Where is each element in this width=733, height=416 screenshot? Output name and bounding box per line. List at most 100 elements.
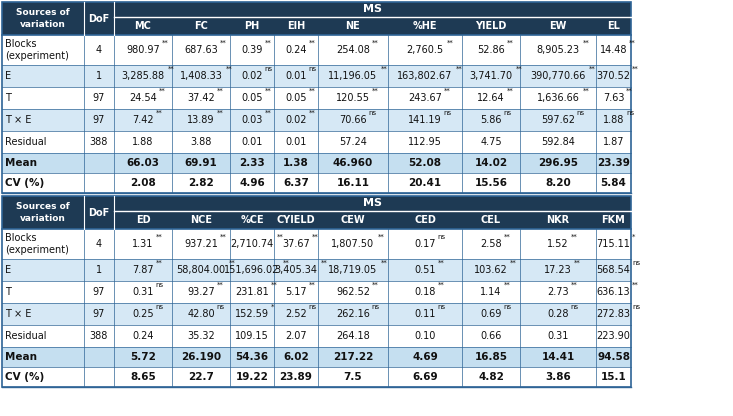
Text: 4.96: 4.96 [239,178,265,188]
Text: 57.24: 57.24 [339,137,367,147]
Text: **: ** [504,282,510,288]
Bar [2,2,631,35]
Text: Sources of
variation: Sources of variation [16,203,70,223]
Text: 97: 97 [93,309,106,319]
Text: 262.16: 262.16 [336,309,370,319]
Text: 69.91: 69.91 [185,158,218,168]
Text: 3,285.88: 3,285.88 [122,71,165,81]
Text: CYIELD: CYIELD [276,215,315,225]
Text: **: ** [504,234,510,240]
Text: 597.62: 597.62 [541,115,575,125]
Text: 962.52: 962.52 [336,287,370,297]
Bar [2,367,631,387]
Text: **: ** [265,110,271,116]
Text: **: ** [570,234,577,240]
Text: 687.63: 687.63 [184,45,218,55]
Text: 52.86: 52.86 [477,45,505,55]
Text: 16.85: 16.85 [474,352,507,362]
Text: **: ** [226,66,232,72]
Text: 592.84: 592.84 [541,137,575,147]
Text: 8,905.23: 8,905.23 [537,45,580,55]
Bar [2,281,631,303]
Text: 3.88: 3.88 [191,137,212,147]
Text: **: ** [155,234,162,240]
Text: **: ** [158,88,166,94]
Bar [2,2,631,193]
Text: 1.52: 1.52 [548,239,569,249]
Text: ns: ns [626,110,634,116]
Text: 2.73: 2.73 [548,287,569,297]
Text: 66.03: 66.03 [127,158,160,168]
Text: 1.88: 1.88 [133,137,154,147]
Text: **: ** [155,110,162,116]
Text: 0.69: 0.69 [480,309,501,319]
Text: T: T [5,93,11,103]
Text: 1.87: 1.87 [603,137,625,147]
Text: CED: CED [414,215,436,225]
Text: 5.84: 5.84 [600,178,627,188]
Text: 4: 4 [96,45,102,55]
Text: ns: ns [504,110,512,116]
Text: 23.89: 23.89 [279,372,312,382]
Text: 93.27: 93.27 [187,287,215,297]
Text: CEL: CEL [481,215,501,225]
Text: **: ** [283,260,290,266]
Text: 0.24: 0.24 [132,331,154,341]
Text: **: ** [507,40,513,46]
Text: FC: FC [194,21,208,31]
Text: 1,408.33: 1,408.33 [180,71,222,81]
Text: Mean: Mean [5,158,37,168]
Text: 1.31: 1.31 [133,239,154,249]
Text: DoF: DoF [89,13,110,23]
Text: MS: MS [363,198,382,208]
Text: 13.89: 13.89 [187,115,215,125]
Text: 4.82: 4.82 [478,372,504,382]
Text: ED: ED [136,215,150,225]
Text: 272.83: 272.83 [597,309,630,319]
Text: 0.51: 0.51 [414,265,435,275]
Text: *: * [632,234,636,240]
Text: **: ** [372,88,378,94]
Text: **: ** [312,234,318,240]
Text: 1,807.50: 1,807.50 [331,239,375,249]
Text: 97: 97 [93,93,106,103]
Text: EW: EW [549,21,567,31]
Text: 46.960: 46.960 [333,158,373,168]
Text: Mean: Mean [5,352,37,362]
Text: 1.14: 1.14 [480,287,501,297]
Text: CEW: CEW [341,215,365,225]
Text: 1: 1 [96,71,102,81]
Text: 17.23: 17.23 [544,265,572,275]
Text: 388: 388 [90,331,108,341]
Text: 52.08: 52.08 [408,158,441,168]
Text: 2,760.5: 2,760.5 [406,45,443,55]
Text: 217.22: 217.22 [333,352,373,362]
Text: 151,696.02: 151,696.02 [224,265,280,275]
Text: 0.31: 0.31 [548,331,569,341]
Text: %CE: %CE [240,215,264,225]
Text: **: ** [309,110,315,116]
Text: FKM: FKM [602,215,625,225]
Bar [2,35,631,65]
Text: 7.87: 7.87 [132,265,154,275]
Text: 112.95: 112.95 [408,137,442,147]
Text: **: ** [372,282,378,288]
Text: ns: ns [265,66,273,72]
Text: 296.95: 296.95 [538,158,578,168]
Text: 223.90: 223.90 [597,331,630,341]
Text: 3,741.70: 3,741.70 [469,71,512,81]
Text: 3.86: 3.86 [545,372,571,382]
Text: 390,770.66: 390,770.66 [530,71,586,81]
Text: **: ** [220,40,226,46]
Text: EIH: EIH [287,21,305,31]
Text: **: ** [632,282,639,288]
Text: **: ** [443,88,450,94]
Text: Residual: Residual [5,137,46,147]
Text: **: ** [626,88,633,94]
Text: ns: ns [632,304,641,310]
Text: 2.33: 2.33 [239,158,265,168]
Text: **: ** [516,66,523,72]
Text: E: E [5,71,11,81]
Text: 163,802.67: 163,802.67 [397,71,453,81]
Text: 120.55: 120.55 [336,93,370,103]
